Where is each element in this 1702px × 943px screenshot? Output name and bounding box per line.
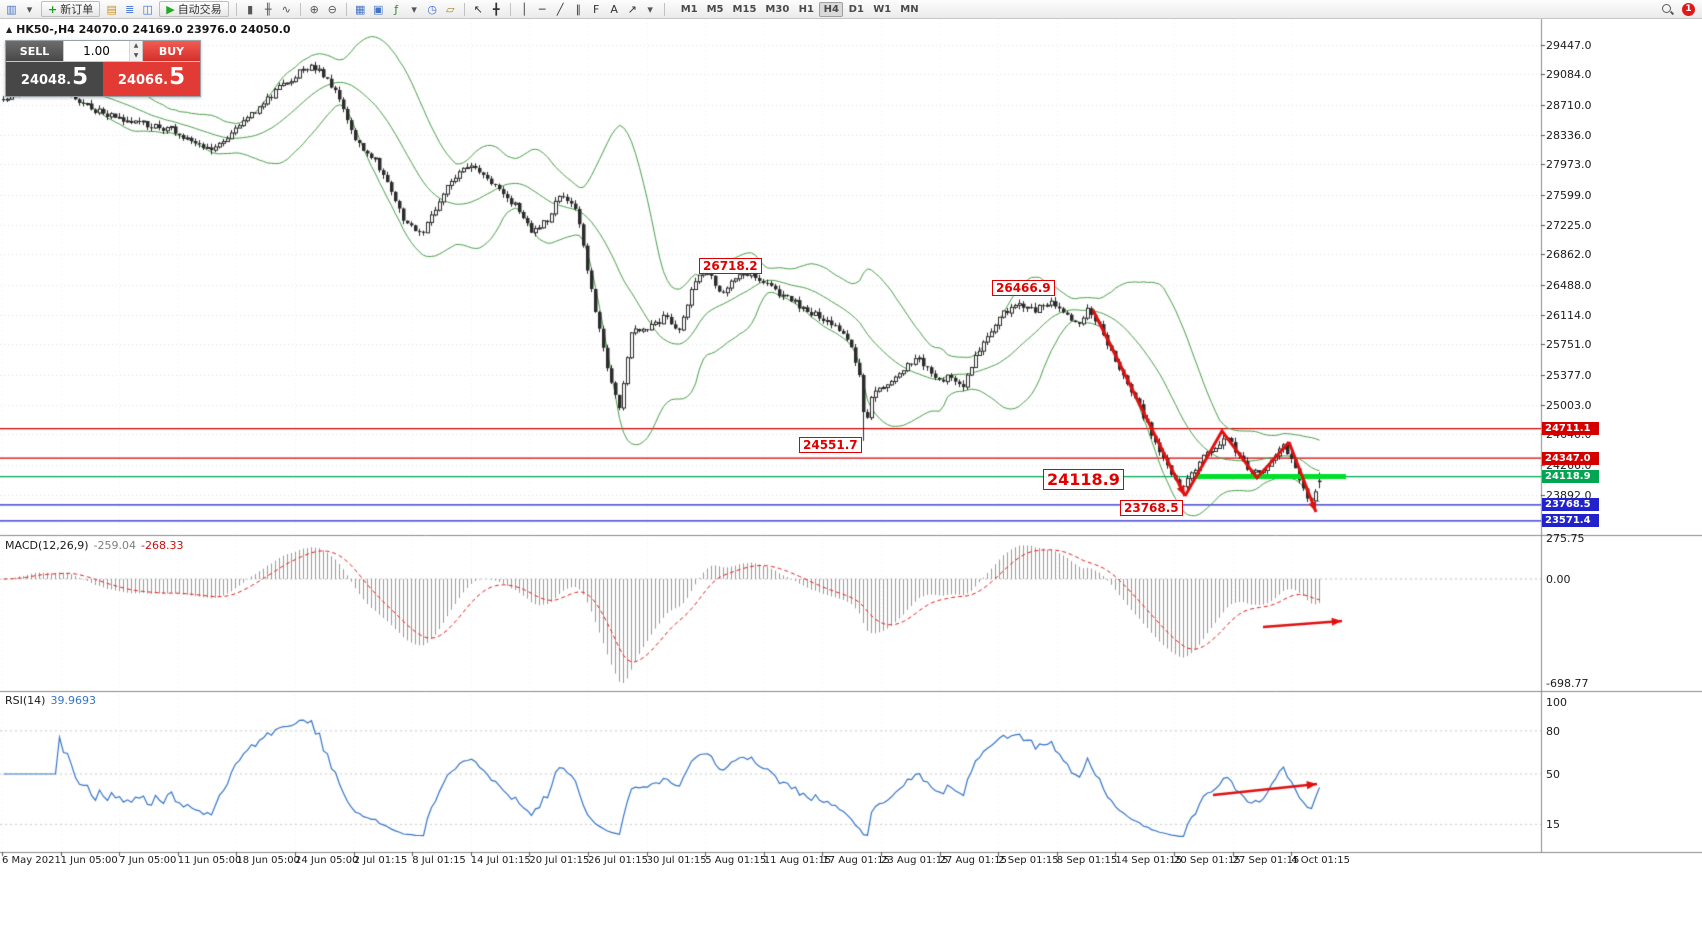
timeframe-h1-button[interactable]: H1 (798, 3, 814, 15)
cursor-icon[interactable]: ↖ (473, 2, 483, 16)
horizontal-line-icon[interactable]: ─ (538, 2, 546, 16)
crosshair-icon[interactable]: ╋ (492, 2, 500, 16)
sell-button[interactable]: SELL (6, 41, 63, 61)
fibonacci-icon[interactable]: F (593, 2, 600, 16)
toolbar-right: 1 (1661, 2, 1699, 16)
toolbar-separator (509, 2, 511, 16)
rsi-label: RSI(14) 39.9693 (5, 694, 96, 707)
tile-windows-icon[interactable]: ▦ (354, 2, 366, 16)
indicators-icon[interactable]: ƒ (394, 2, 399, 16)
timeframe-m15-button[interactable]: M15 (732, 3, 757, 15)
volume-down-icon[interactable]: ▼ (130, 51, 142, 61)
zoom-in-icon[interactable]: ⊕ (309, 2, 319, 16)
candlestick-chart-icon[interactable]: ╫ (264, 2, 272, 16)
sell-price-display[interactable]: 24048. 5 (6, 62, 103, 96)
arrows-tool-icon[interactable]: ↗ (627, 2, 637, 16)
timeframe-m30-button[interactable]: M30 (765, 3, 790, 15)
volume-stepper: ▲ ▼ (129, 41, 142, 61)
price-annotation[interactable]: 24118.9 (1043, 469, 1124, 490)
toolbar: ▥ ▾ + 新订单 ▤ ≣ ◫ ▶ 自动交易 ▮ ╫ ∿ ⊕ ⊖ ▦ ▣ ƒ ▾ ◷ ▱ ↖ ╋ │ ─ ╱ ∥ F A ↗ ▾ M1 M5… (0, 0, 1702, 19)
oneclick-collapse-icon[interactable]: ▲ (6, 25, 13, 34)
autotrade-button-icon: ▶ (166, 2, 175, 16)
timeframe-m1-button[interactable]: M1 (680, 3, 698, 15)
add-indicator-caret-icon[interactable]: ▾ (411, 2, 417, 16)
toolbar-separator (663, 2, 665, 16)
timeframe-m5-button[interactable]: M5 (706, 3, 724, 15)
sell-price-main: 24048. (20, 73, 72, 88)
zoom-out-icon[interactable]: ⊖ (327, 2, 337, 16)
text-label-icon[interactable]: A (610, 2, 618, 16)
buy-price-display[interactable]: 24066. 5 (103, 62, 200, 96)
macd-name: MACD(12,26,9) (5, 539, 89, 552)
toolbar-separator (463, 2, 465, 16)
sell-price-pips: 5 (72, 64, 89, 90)
rsi-value: 39.9693 (50, 694, 96, 707)
new-order-button[interactable]: + 新订单 (41, 1, 101, 17)
price-annotation[interactable]: 26466.9 (992, 280, 1055, 296)
history-center-icon[interactable]: ▤ (106, 2, 117, 16)
new-chart-icon[interactable]: ▥ (6, 2, 17, 16)
market-watch-icon[interactable]: ≣ (125, 2, 135, 16)
macd-label: MACD(12,26,9) -259.04 -268.33 (5, 539, 183, 552)
period-clock-icon[interactable]: ◷ (427, 2, 437, 16)
new-order-button-icon: + (48, 2, 58, 16)
data-window-icon[interactable]: ◫ (142, 2, 153, 16)
timeframe-w1-button[interactable]: W1 (873, 3, 892, 15)
price-annotation[interactable]: 26718.2 (699, 258, 762, 274)
toolbar-items: ▥ ▾ + 新订单 ▤ ≣ ◫ ▶ 自动交易 ▮ ╫ ∿ ⊕ ⊖ ▦ ▣ ƒ ▾ ◷ ▱ ↖ ╋ │ ─ ╱ ∥ F A ↗ ▾ (3, 1, 669, 17)
volume-up-icon[interactable]: ▲ (130, 41, 142, 51)
bar-chart-icon[interactable]: ▮ (247, 2, 254, 16)
timeframe-mn-button[interactable]: MN (900, 3, 919, 15)
line-chart-icon[interactable]: ∿ (281, 2, 291, 16)
vertical-line-icon[interactable]: │ (520, 2, 528, 16)
toolbar-separator (299, 2, 301, 16)
volume-input[interactable] (64, 41, 129, 61)
buy-price-pips: 5 (169, 64, 186, 90)
symbol-ohlc-info: ▲ HK50-,H4 24070.0 24169.0 23976.0 24050… (6, 23, 291, 36)
timeframe-toolbar: M1 M5 M15 M30 H1 H4 D1 W1 MN (677, 1, 923, 17)
volume-field-wrap: ▲ ▼ (63, 41, 143, 61)
macd-main-value: -259.04 (93, 539, 137, 552)
price-annotation[interactable]: 23768.5 (1120, 500, 1183, 516)
macd-signal-value: -268.33 (141, 539, 184, 552)
buy-button[interactable]: BUY (143, 41, 200, 61)
toolbar-separator (235, 2, 237, 16)
timeframe-h4-button[interactable]: H4 (819, 1, 844, 17)
buy-price-main: 24066. (117, 73, 169, 88)
channel-icon[interactable]: ∥ (575, 2, 581, 16)
timeframe-d1-button[interactable]: D1 (848, 3, 864, 15)
autotrade-button[interactable]: ▶ 自动交易 (159, 1, 229, 17)
price-annotation[interactable]: 24551.7 (799, 437, 862, 453)
new-order-button-label: 新订单 (60, 3, 94, 16)
templates-icon[interactable]: ▱ (445, 2, 455, 16)
profiles-caret-icon[interactable]: ▾ (26, 2, 33, 16)
rsi-name: RSI(14) (5, 694, 46, 707)
cascade-windows-icon[interactable]: ▣ (372, 2, 384, 16)
search-icon[interactable] (1661, 3, 1674, 16)
toolbar-separator (345, 2, 347, 16)
one-click-trading-panel: SELL ▲ ▼ BUY 24048. 5 24066. 5 (5, 40, 201, 97)
trendline-icon[interactable]: ╱ (556, 2, 564, 16)
autotrade-button-label: 自动交易 (177, 3, 222, 16)
shapes-caret-icon[interactable]: ▾ (647, 2, 653, 16)
symbol-ohlc-text: HK50-,H4 24070.0 24169.0 23976.0 24050.0 (16, 23, 291, 36)
notification-badge[interactable]: 1 (1682, 2, 1695, 16)
